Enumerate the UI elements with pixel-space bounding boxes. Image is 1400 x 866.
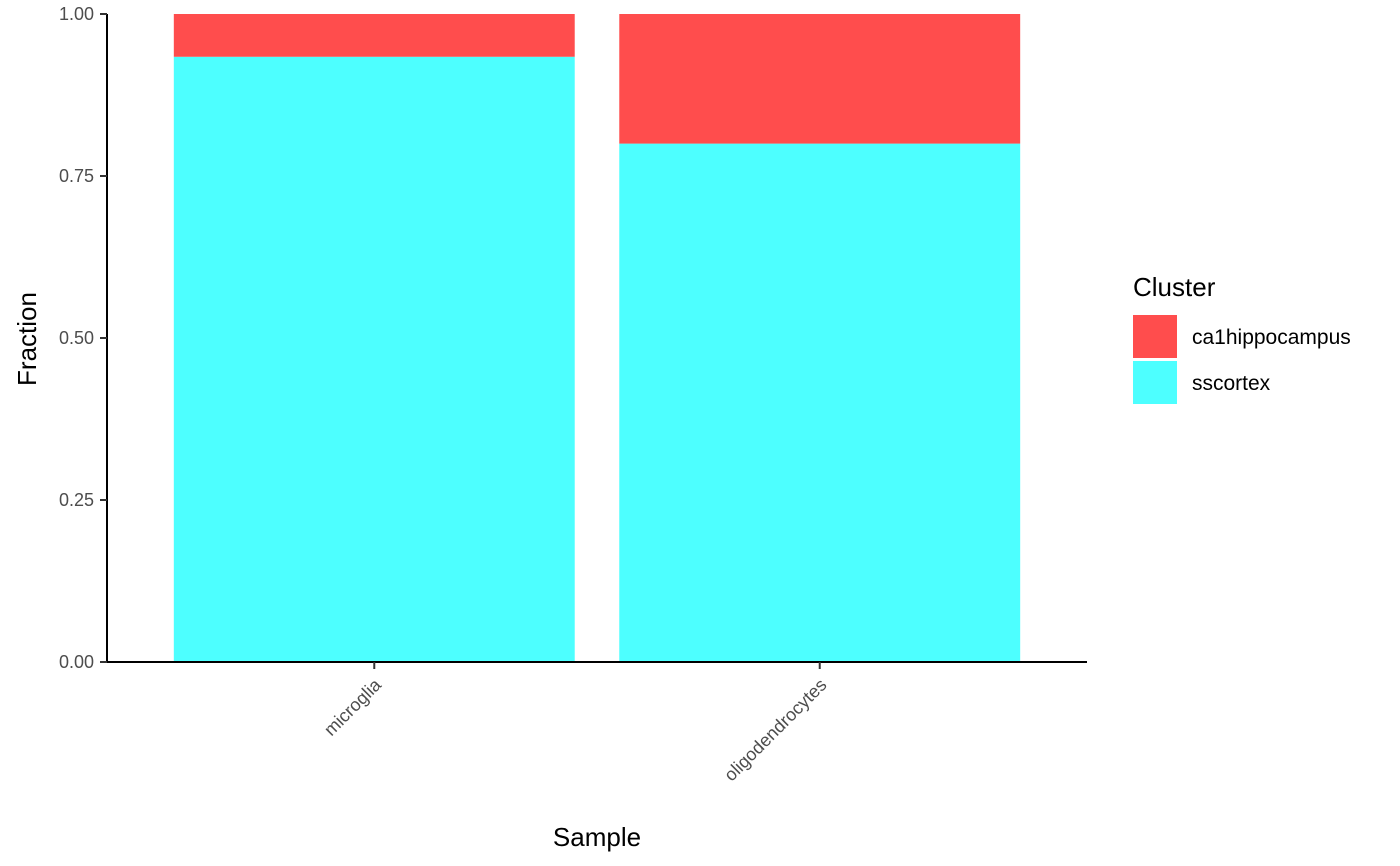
x-tick-label: oligodendrocytes — [720, 675, 830, 785]
y-tick-label: 1.00 — [59, 4, 94, 24]
legend-items: ca1hippocampus sscortex — [1133, 315, 1351, 404]
legend-title: Cluster — [1133, 272, 1216, 302]
legend-label-sscortex: sscortex — [1192, 372, 1271, 395]
legend-swatch-ca1hippocampus — [1133, 315, 1177, 358]
legend: Cluster ca1hippocampus sscortex — [1133, 272, 1351, 404]
legend-label-ca1hippocampus: ca1hippocampus — [1192, 326, 1351, 349]
bars-layer — [173, 14, 1021, 663]
y-tick-label: 0.25 — [59, 490, 94, 510]
y-axis-title: Fraction — [12, 292, 42, 386]
bar-sscortex-oligodendrocytes — [619, 143, 1021, 663]
bar-ca1hippocampus-oligodendrocytes — [619, 14, 1021, 144]
bar-ca1hippocampus-microglia — [173, 14, 575, 57]
y-tick-label: 0.75 — [59, 166, 94, 186]
x-tick-label: microglia — [320, 674, 386, 740]
bar-sscortex-microglia — [173, 56, 575, 662]
y-tick-label: 0.50 — [59, 328, 94, 348]
x-axis-title: Sample — [553, 822, 641, 852]
y-tick-label: 0.00 — [59, 652, 94, 672]
legend-swatch-sscortex — [1133, 361, 1177, 404]
